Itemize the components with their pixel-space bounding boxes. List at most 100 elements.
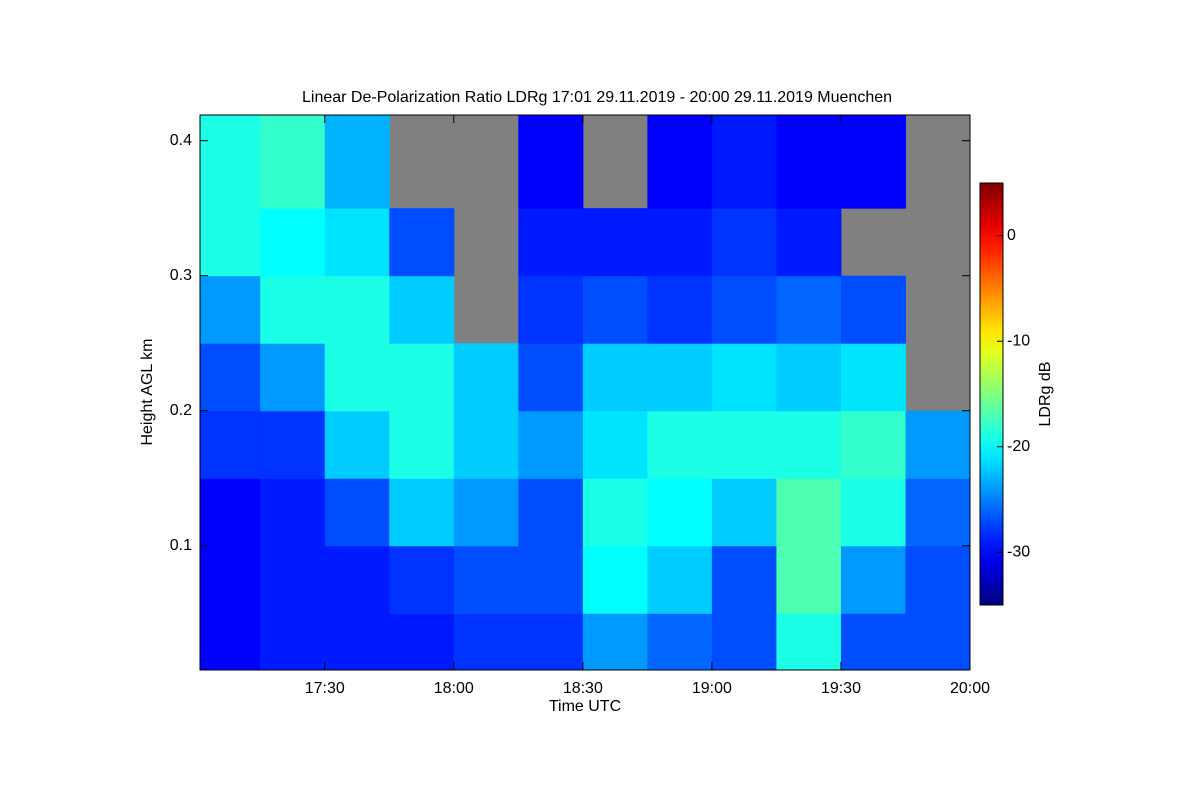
heatmap-cell [905,478,971,547]
heatmap-cell [582,410,648,479]
heatmap-cell [324,343,390,412]
heatmap-cell [582,478,648,547]
heatmap-cell [389,410,455,479]
heatmap-cell [905,613,971,671]
heatmap-cell [260,613,326,671]
heatmap-cell [518,545,584,614]
heatmap-cell [324,208,390,277]
heatmap-cell [711,478,777,547]
colorbar-tick-label: -30 [1007,543,1030,560]
heatmap-cell [582,208,648,277]
heatmap-cell [711,613,777,671]
heatmap-cell [840,613,906,671]
heatmap-cell [260,115,326,209]
heatmap-cell [518,115,584,209]
heatmap-cell [324,478,390,547]
heatmap-cell [389,545,455,614]
heatmap-cell [453,613,519,671]
heatmap-cell [389,613,455,671]
heatmap-cell [647,275,713,344]
heatmap-cell [453,343,519,412]
x-axis-label: Time UTC [549,698,621,715]
heatmap-cell [776,545,842,614]
heatmap-cell [389,275,455,344]
heatmap-cell [324,410,390,479]
heatmap-cell [260,410,326,479]
heatmap-cell [711,115,777,209]
y-tick-label: 0.1 [170,537,192,554]
heatmap-cell [711,343,777,412]
heatmap-cell [324,115,390,209]
heatmap-cell [582,343,648,412]
x-tick-label: 20:00 [950,680,990,697]
heatmap-cell [776,613,842,671]
heatmap-cell [518,613,584,671]
x-tick-label: 19:00 [692,680,732,697]
heatmap-cell [200,545,261,614]
heatmap-cell [260,343,326,412]
heatmap-cell [647,545,713,614]
heatmap-cell [840,478,906,547]
heatmap-cell [200,343,261,412]
heatmap-cell [840,545,906,614]
heatmap-cell [453,410,519,479]
colorbar-tick-label: -20 [1007,438,1030,455]
heatmap-cell [260,275,326,344]
x-tick-label: 17:30 [305,680,345,697]
heatmap-cell [776,115,842,209]
heatmap-cell [711,410,777,479]
heatmap-cell [840,115,906,209]
heatmap-cell [776,478,842,547]
y-axis-label: Height AGL km [139,338,156,445]
colorbar-tick-label: 0 [1007,227,1016,244]
heatmap-cell [647,343,713,412]
heatmap-cell [711,545,777,614]
heatmap-cell [518,275,584,344]
x-tick-label: 19:30 [821,680,861,697]
heatmap-cell [518,343,584,412]
heatmap-cell [840,275,906,344]
heatmap-cell [647,208,713,277]
heatmap-cell [711,275,777,344]
heatmap-cell [776,410,842,479]
heatmap-cell [582,613,648,671]
heatmap-cell [647,613,713,671]
heatmap-cell [389,208,455,277]
heatmap-cell [518,208,584,277]
colorbar [979,182,1004,606]
heatmap-cell [260,208,326,277]
heatmap-cell [647,410,713,479]
chart-title: Linear De-Polarization Ratio LDRg 17:01 … [302,89,892,106]
x-tick-label: 18:30 [563,680,603,697]
heatmap-cell [389,478,455,547]
heatmap-cell [200,208,261,277]
heatmap-cell [776,208,842,277]
heatmap-cell [200,410,261,479]
heatmap-cell [518,410,584,479]
heatmap-cell [582,545,648,614]
heatmap-cell [711,208,777,277]
x-tick-label: 18:00 [434,680,474,697]
heatmap-cell [324,613,390,671]
colorbar-label: LDRg dB [1037,362,1054,427]
heatmap-cell [647,115,713,209]
colorbar-tick-label: -10 [1007,332,1030,349]
heatmap-cell [260,478,326,547]
heatmap-cell [840,343,906,412]
heatmap-cell [582,275,648,344]
heatmap-cell [324,275,390,344]
y-tick-label: 0.2 [170,402,192,419]
heatmap-cell [840,410,906,479]
heatmap-cell [453,545,519,614]
heatmap-cell [389,343,455,412]
heatmap-cell [518,478,584,547]
heatmap-cell [453,478,519,547]
heatmap-cell [200,613,261,671]
heatmap-cell [200,478,261,547]
heatmap-cell [647,478,713,547]
heatmap-cell [905,410,971,479]
heatmap-cell [200,115,261,209]
heatmap-cell [776,275,842,344]
heatmap-cell [324,545,390,614]
